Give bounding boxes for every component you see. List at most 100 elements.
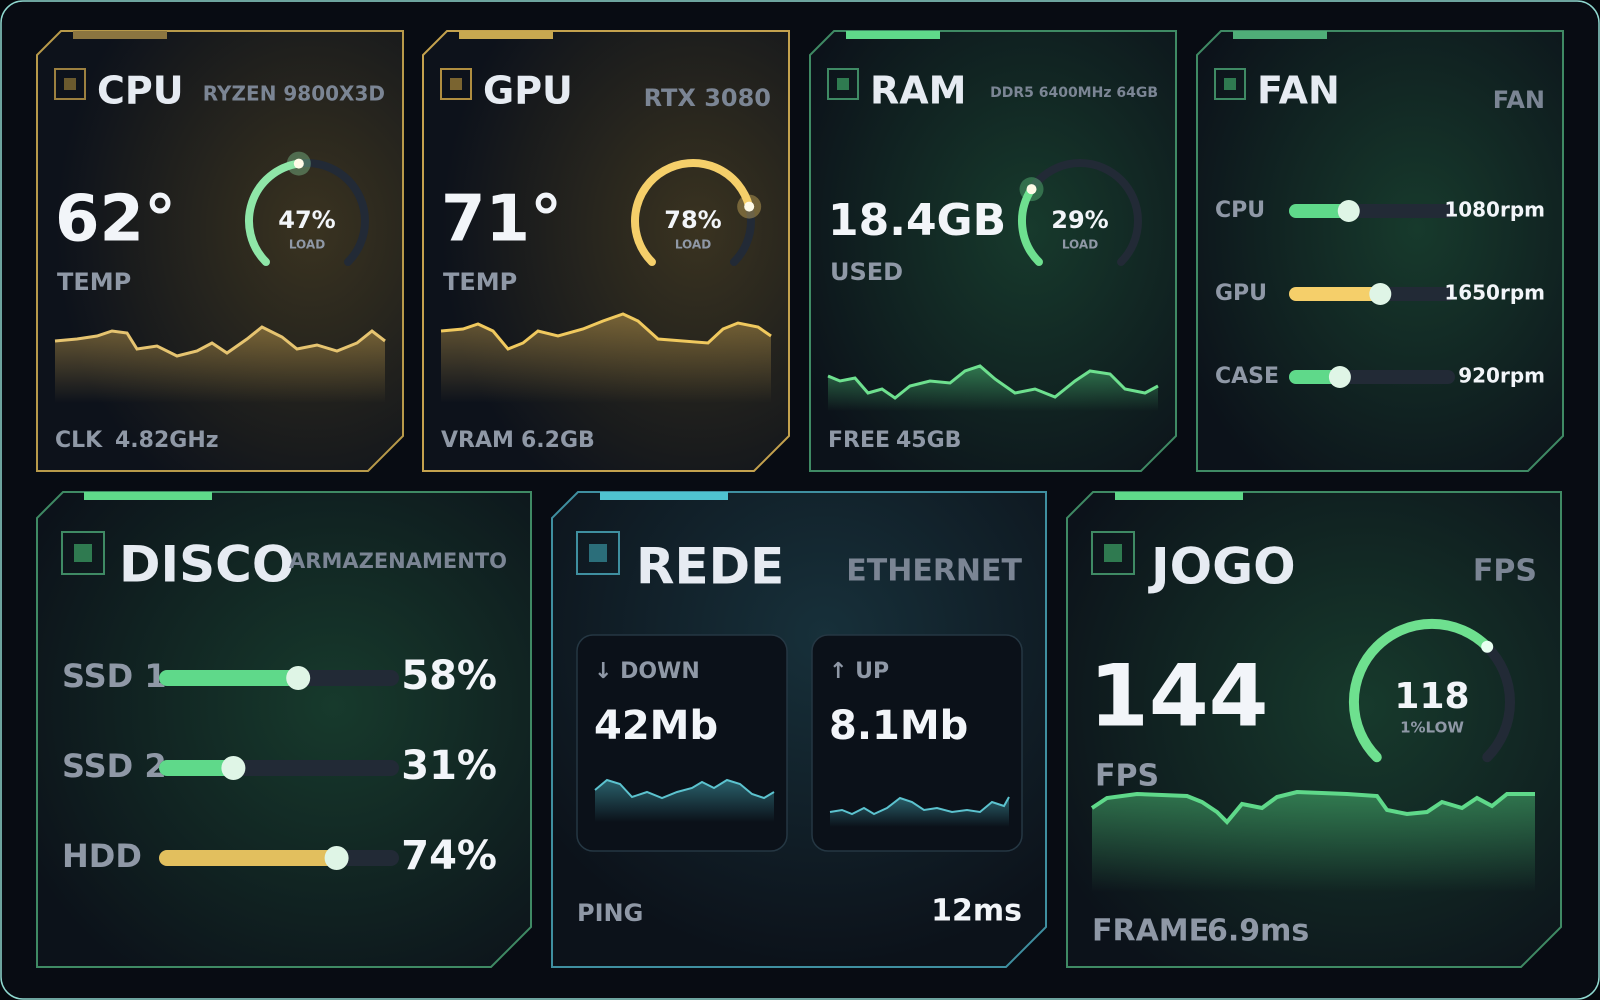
network-card: REDE ETHERNET ↓ DOWN 42Mb ↑ UP 8.1Mb PIN… — [551, 491, 1047, 968]
disk-name: SSD 2 — [62, 747, 167, 785]
sparkline-area — [828, 366, 1158, 411]
disk-usage: 31% — [401, 743, 497, 789]
up-value: 8.1Mb — [829, 703, 968, 749]
sparkline-area — [441, 314, 771, 403]
used-label: USED — [830, 258, 903, 286]
footer-label: FREE — [828, 428, 890, 453]
up-label: ↑ UP — [829, 659, 889, 684]
bar-fill — [1289, 370, 1340, 384]
temperature-label: TEMP — [57, 268, 131, 296]
icon — [440, 68, 472, 100]
icon — [64, 78, 76, 90]
sparkline — [54, 325, 386, 358]
panel — [811, 634, 1023, 852]
icon — [450, 78, 462, 90]
card-frame — [36, 491, 532, 968]
card-title: REDE — [636, 538, 784, 596]
fan-name: GPU — [1215, 281, 1267, 306]
down-value: 42Mb — [594, 703, 718, 749]
card-subtitle: RYZEN 9800X3D — [203, 82, 385, 106]
footer-label: FRAME — [1092, 914, 1209, 949]
icon — [1214, 68, 1246, 100]
icon — [54, 68, 86, 100]
disk-usage: 58% — [401, 653, 497, 699]
load-value: 29% — [1051, 206, 1108, 234]
footer-label: CLK — [55, 428, 103, 453]
icon — [1091, 531, 1135, 575]
ram-card: RAM DDR5 6400MHz 64GB 18.4GB USED 29% LO… — [809, 30, 1177, 472]
fps-value: 144 — [1089, 646, 1269, 746]
card-title: RAM — [870, 69, 966, 113]
disk-card: DISCO ARMAZENAMENTO SSD 1 58% SSD 2 31% HDD 7… — [36, 491, 532, 968]
footer-value: 4.82GHz — [115, 428, 219, 453]
bar-fill — [159, 670, 299, 686]
down-label: ↓ DOWN — [594, 659, 700, 684]
accent — [73, 31, 167, 39]
card-subtitle: ARMAZENAMENTO — [289, 549, 507, 573]
gauge-arc — [1349, 619, 1493, 763]
card-subtitle: DDR5 6400MHz 64GB — [990, 85, 1158, 101]
sparkline-area — [830, 797, 1009, 827]
card-frame — [809, 30, 1177, 472]
gauge-knob — [293, 158, 304, 169]
footer-label: VRAM — [441, 428, 514, 453]
disk-name: SSD 1 — [62, 657, 167, 695]
load-caption: LOAD — [675, 238, 711, 252]
temperature: 71° — [441, 183, 562, 257]
bar-fill — [1289, 204, 1349, 218]
accent — [459, 31, 553, 39]
fan-name: CASE — [1215, 364, 1279, 389]
sparkline-area — [55, 327, 385, 403]
gauge-arc — [245, 159, 303, 267]
sparkline-area — [595, 780, 774, 822]
icon — [1224, 78, 1236, 90]
sparkline — [827, 364, 1159, 400]
fan-rpm: 1650rpm — [1444, 281, 1545, 305]
disk-usage: 74% — [401, 833, 497, 879]
icon — [576, 531, 620, 575]
load-caption: LOAD — [1062, 238, 1098, 252]
gauge-knob — [1481, 640, 1494, 653]
fan-name: CPU — [1215, 198, 1265, 223]
fan-rpm: 1080rpm — [1444, 198, 1545, 222]
card-title: FAN — [1257, 69, 1340, 113]
used: 18.4GB — [828, 195, 1006, 246]
cpu-card: CPU RYZEN 9800X3D 62° TEMP 47% LOAD CLK … — [36, 30, 404, 472]
footer-value: 6.9ms — [1207, 914, 1309, 949]
ping-value: 12ms — [931, 894, 1022, 929]
gauge-knob — [1026, 184, 1037, 195]
icon — [827, 68, 859, 100]
card-subtitle: FPS — [1473, 554, 1537, 589]
sparkline — [1090, 789, 1535, 825]
bar-knob — [286, 666, 311, 690]
ping-label: PING — [577, 899, 643, 927]
bar-fill — [159, 760, 234, 776]
icon — [74, 544, 92, 562]
temperature-label: TEMP — [443, 268, 517, 296]
footer-value: 45GB — [896, 428, 961, 453]
temperature: 62° — [55, 183, 176, 257]
bar-knob — [1328, 366, 1351, 388]
disk-name: HDD — [62, 837, 142, 875]
accent — [84, 492, 212, 500]
game-card: JOGO FPS 144 FPS 118 1%LOW FRAME 6.9ms — [1066, 491, 1562, 968]
fps-label: FPS — [1095, 759, 1159, 794]
footer-value: 6.2GB — [521, 428, 595, 453]
icon — [589, 544, 607, 562]
accent — [1115, 492, 1243, 500]
load-value: 47% — [278, 206, 335, 234]
gpu-card: GPU RTX 3080 71° TEMP 78% LOAD VRAM 6.2G… — [422, 30, 790, 472]
card-title: DISCO — [119, 536, 294, 594]
low-label: 1%LOW — [1400, 719, 1464, 737]
load-value: 78% — [664, 206, 721, 234]
card-subtitle: FAN — [1493, 86, 1545, 114]
card-title: JOGO — [1148, 538, 1296, 596]
icon — [1104, 544, 1122, 562]
gauge-arc — [1018, 185, 1043, 267]
fan-rpm: 920rpm — [1458, 364, 1545, 388]
accent — [600, 492, 728, 500]
icon — [837, 78, 849, 90]
sparkline-area — [1092, 792, 1535, 892]
